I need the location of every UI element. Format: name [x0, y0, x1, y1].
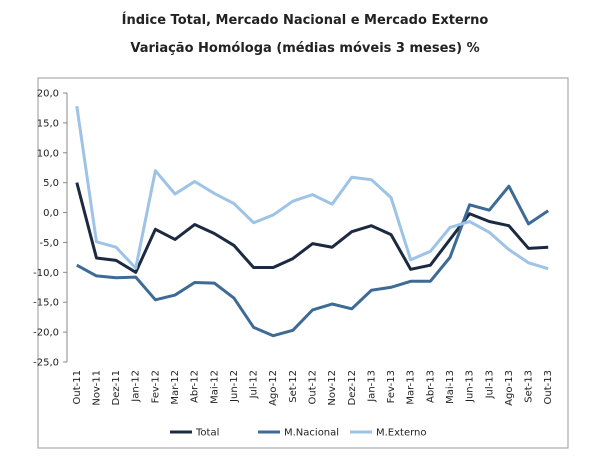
y-tick-label: 15,0: [37, 118, 59, 129]
x-tick-label: Out-11: [72, 370, 83, 404]
x-tick-label: Abr-12: [190, 370, 201, 403]
y-tick-label: 5,0: [43, 178, 59, 189]
y-tick-label: -20,0: [33, 328, 59, 339]
x-tick-label: Jul-12: [249, 370, 260, 399]
x-tick-label: Fev-13: [386, 370, 397, 403]
x-tick-label: Jun-12: [229, 370, 240, 403]
legend-label: M.Nacional: [284, 428, 339, 439]
x-tick-label: Abr-13: [425, 370, 436, 403]
x-tick-label: Mai-13: [445, 370, 456, 404]
x-tick-label: Ago-12: [268, 370, 279, 406]
x-tick-label: Set-13: [524, 370, 535, 403]
chart-frame: [37, 77, 569, 449]
x-tick-label: Nov-11: [91, 370, 102, 406]
legend-label: M.Externo: [376, 428, 427, 439]
y-tick-label: 10,0: [37, 148, 59, 159]
x-tick-label: Dez-11: [111, 370, 122, 405]
x-tick-label: Mar-13: [406, 370, 417, 405]
x-tick-label: Jul-13: [484, 370, 495, 399]
legend-label: Total: [195, 428, 219, 439]
y-tick-label: 20,0: [37, 89, 59, 100]
x-tick-label: Jun-13: [465, 370, 476, 403]
chart-subtitle: Variação Homóloga (médias móveis 3 meses…: [130, 41, 479, 56]
y-tick-label: -15,0: [33, 298, 59, 309]
x-tick-label: Ago-13: [504, 370, 515, 406]
chart-title: Índice Total, Mercado Nacional e Mercado…: [122, 12, 489, 28]
y-tick-label: -5,0: [39, 238, 59, 249]
series-line: [76, 184, 550, 338]
x-tick-label: Out-12: [308, 370, 319, 404]
y-tick-label: -10,0: [33, 268, 59, 279]
y-tick-label: 0,0: [43, 208, 59, 219]
x-tick-label: Dez-12: [347, 370, 358, 405]
y-tick-label: -25,0: [33, 358, 59, 369]
x-tick-label: Mar-12: [170, 370, 181, 405]
series-line: [75, 182, 549, 274]
x-tick-label: Fev-12: [150, 370, 161, 403]
x-tick-label: Nov-12: [327, 370, 338, 406]
x-tick-label: Set-12: [288, 370, 299, 403]
x-tick-label: Mai-12: [209, 370, 220, 404]
x-tick-label: Jan-12: [131, 370, 142, 403]
x-tick-label: Out-13: [543, 370, 554, 404]
series-line: [75, 105, 549, 271]
x-tick-label: Jan-13: [366, 370, 377, 403]
